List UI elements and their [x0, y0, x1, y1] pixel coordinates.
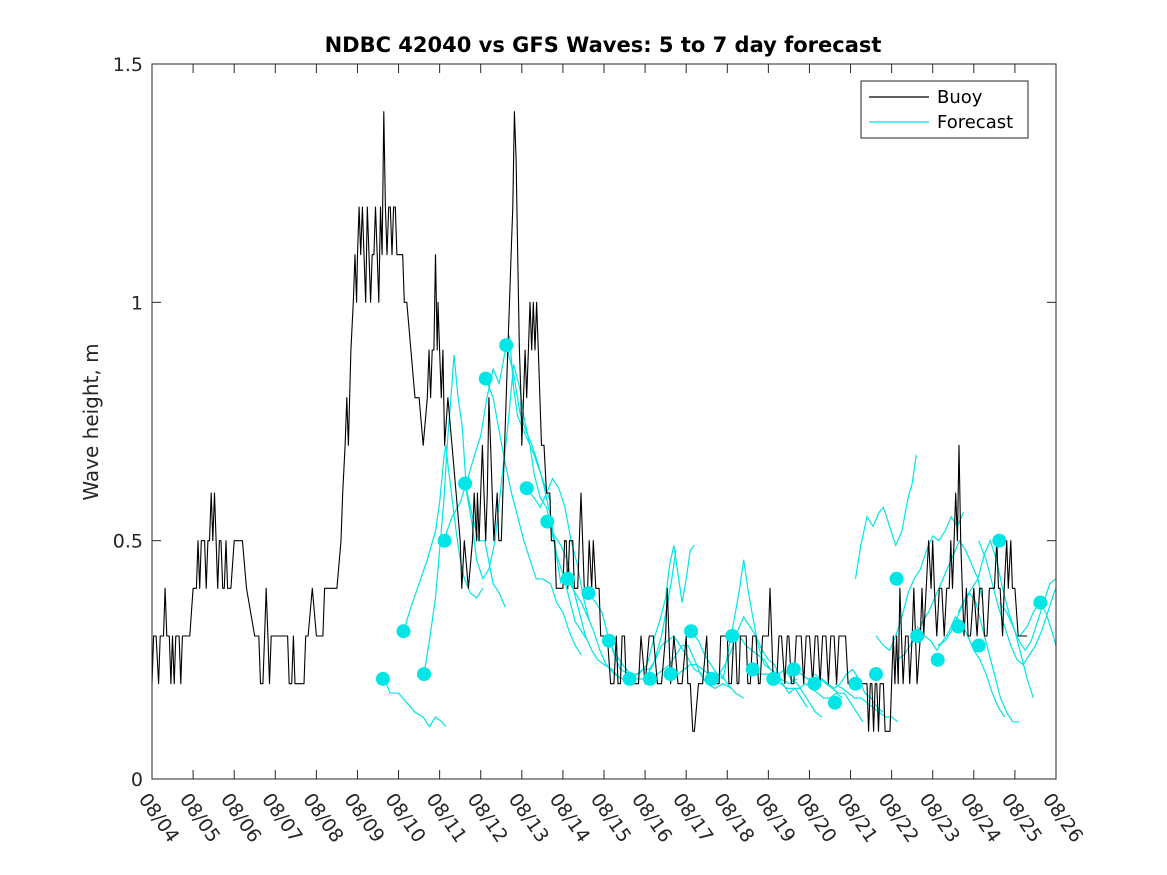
forecast-marker-10	[581, 586, 595, 600]
x-tick-label: 08/07	[257, 789, 306, 846]
wave-height-chart: NDBC 42040 vs GFS Waves: 5 to 7 day fore…	[0, 0, 1167, 875]
forecast-marker-9	[561, 572, 575, 586]
forecast-marker-6	[499, 338, 513, 352]
forecast-marker-24	[869, 667, 883, 681]
x-tick-label: 08/25	[997, 789, 1046, 846]
legend-label-forecast: Forecast	[937, 112, 1013, 133]
forecast-marker-2	[417, 667, 431, 681]
forecast-marker-4	[458, 477, 472, 491]
forecast-marker-22	[828, 696, 842, 710]
x-tick-label: 08/05	[175, 789, 224, 846]
x-tick-label: 08/09	[339, 789, 388, 846]
x-tick-label: 08/08	[298, 789, 347, 846]
y-axis-label: Wave height, m	[79, 343, 103, 500]
forecast-marker-7	[520, 481, 534, 495]
x-tick-label: 08/12	[463, 789, 512, 846]
y-tick-label: 0	[131, 769, 143, 791]
forecast-marker-17	[725, 629, 739, 643]
forecast-marker-31	[1033, 596, 1047, 610]
x-tick-label: 08/23	[915, 789, 964, 846]
legend: Buoy Forecast	[861, 81, 1028, 138]
x-tick-label: 08/26	[1038, 789, 1087, 846]
y-tick-label: 1	[131, 292, 143, 314]
forecast-marker-8	[540, 515, 554, 529]
chart-title: NDBC 42040 vs GFS Waves: 5 to 7 day fore…	[325, 33, 882, 57]
legend-label-buoy: Buoy	[937, 87, 983, 108]
forecast-marker-0	[376, 672, 390, 686]
forecast-marker-16	[705, 672, 719, 686]
y-tick-label: 1.5	[113, 54, 143, 76]
forecast-marker-19	[766, 672, 780, 686]
y-tick-label: 0.5	[113, 531, 143, 553]
forecast-marker-28	[951, 620, 965, 634]
plot-area	[152, 64, 1056, 779]
x-tick-label: 08/24	[956, 789, 1005, 846]
forecast-marker-5	[479, 372, 493, 386]
forecast-marker-30	[992, 534, 1006, 548]
forecast-marker-27	[931, 653, 945, 667]
forecast-marker-14	[664, 667, 678, 681]
x-tick-label: 08/10	[380, 789, 429, 846]
x-tick-label: 08/13	[504, 789, 553, 846]
x-tick-label: 08/21	[832, 789, 881, 846]
x-tick-label: 08/06	[216, 789, 265, 846]
forecast-marker-25	[890, 572, 904, 586]
forecast-marker-3	[438, 534, 452, 548]
forecast-marker-21	[807, 677, 821, 691]
forecast-marker-26	[910, 629, 924, 643]
forecast-marker-12	[623, 672, 637, 686]
x-tick-label: 08/16	[627, 789, 676, 846]
x-tick-label: 08/22	[874, 789, 923, 846]
x-tick-label: 08/11	[422, 789, 471, 846]
x-tick-label: 08/18	[709, 789, 758, 846]
x-tick-label: 08/14	[545, 789, 594, 846]
forecast-marker-13	[643, 672, 657, 686]
forecast-marker-18	[746, 662, 760, 676]
x-tick-label: 08/20	[791, 789, 840, 846]
forecast-marker-20	[787, 662, 801, 676]
forecast-marker-15	[684, 624, 698, 638]
forecast-marker-1	[397, 624, 411, 638]
x-tick-label: 08/17	[668, 789, 717, 846]
forecast-marker-29	[972, 639, 986, 653]
x-tick-label: 08/15	[586, 789, 635, 846]
x-tick-label: 08/04	[134, 789, 183, 846]
forecast-marker-11	[602, 634, 616, 648]
forecast-marker-23	[849, 677, 863, 691]
x-tick-label: 08/19	[750, 789, 799, 846]
